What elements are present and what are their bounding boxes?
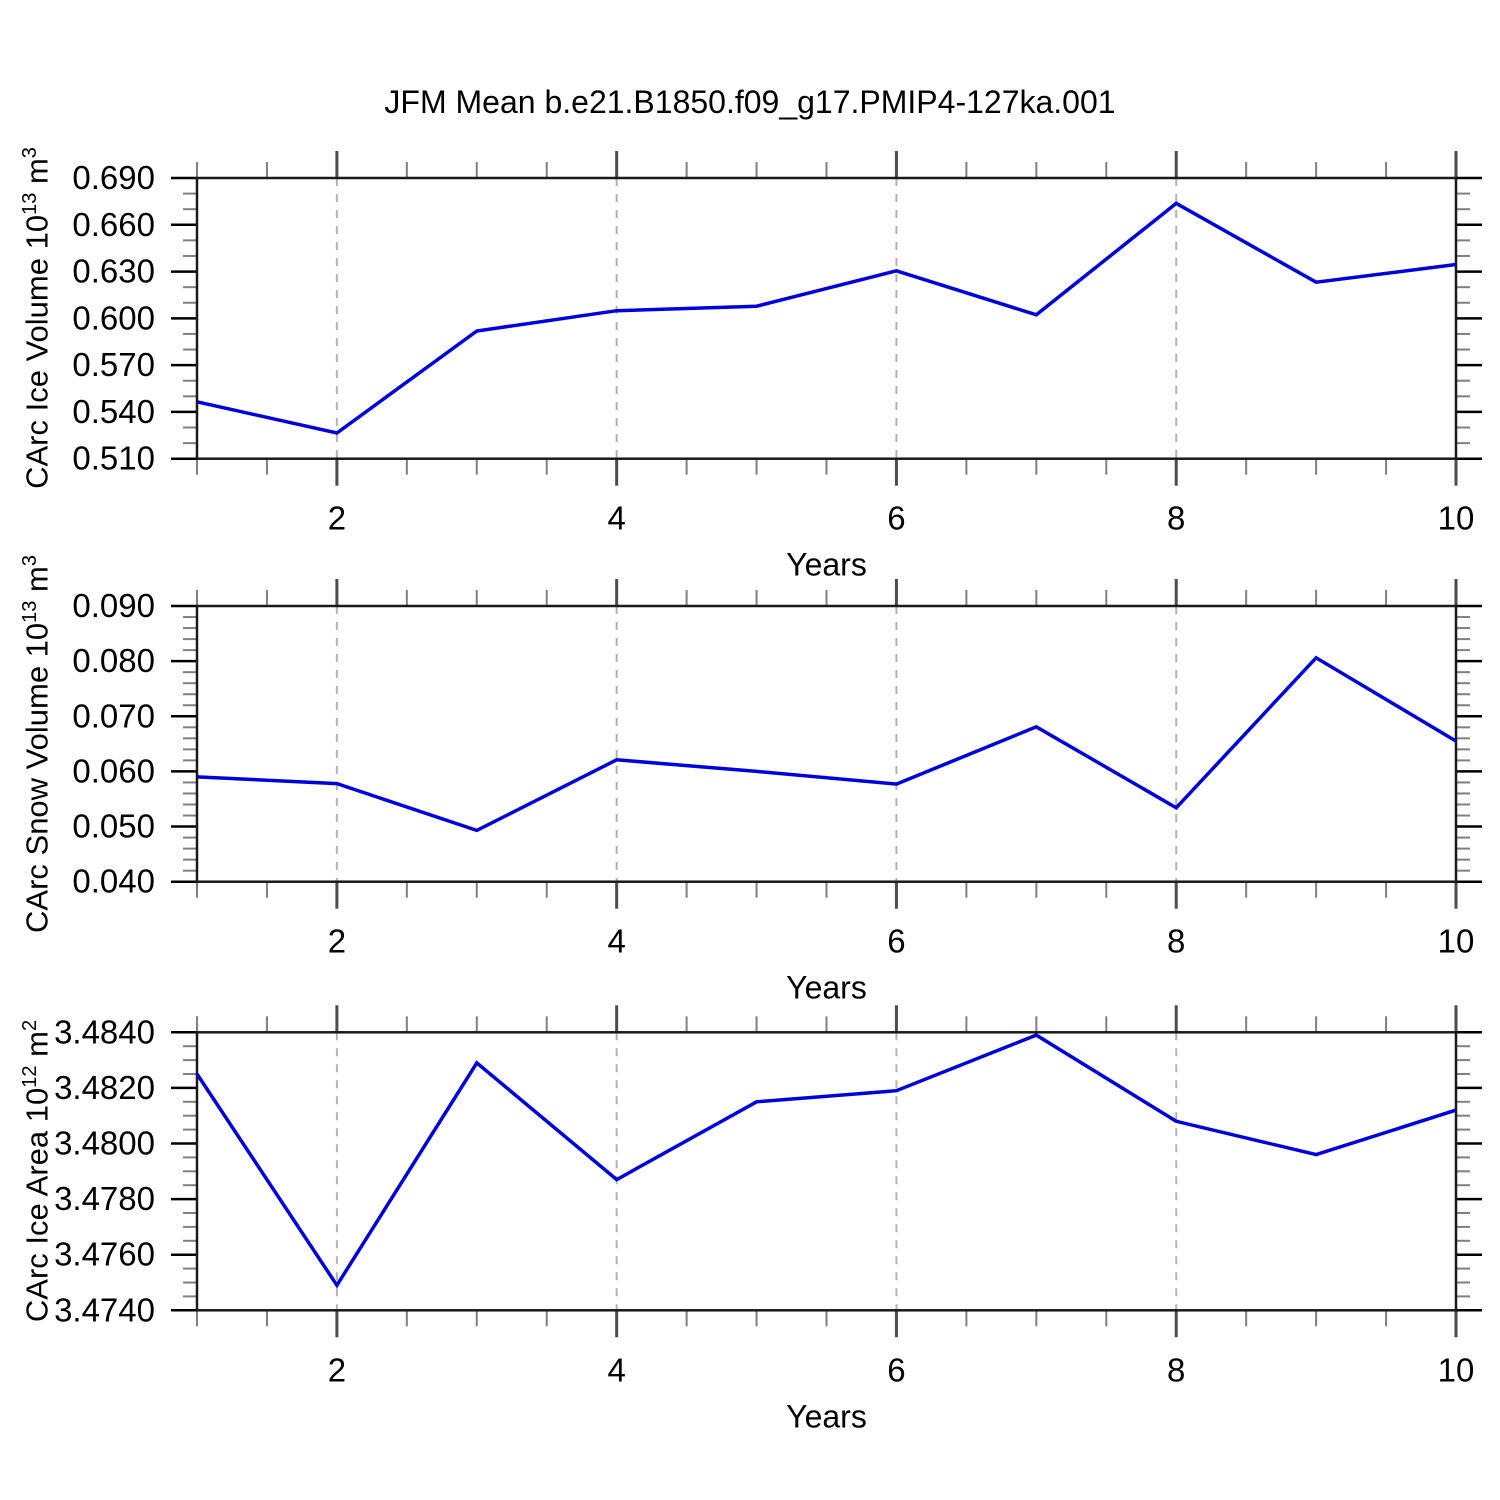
x-axis-label: Years [786,970,867,1006]
y-tick-label: 0.540 [72,393,155,430]
y-tick-label: 3.4760 [54,1236,155,1273]
y-tick-label: 0.690 [72,159,155,196]
y-tick-label: 0.510 [72,440,155,477]
x-tick-label: 8 [1167,923,1185,960]
chart-title: JFM Mean b.e21.B1850.f09_g17.PMIP4-127ka… [384,84,1116,120]
y-tick-label: 3.4780 [54,1180,155,1217]
y-tick-label: 3.4840 [54,1013,155,1050]
x-tick-label: 4 [607,1351,625,1388]
x-tick-label: 10 [1438,1351,1475,1388]
x-tick-label: 6 [887,1351,905,1388]
plot-frame [195,1031,1458,1312]
x-tick-label: 2 [328,1351,346,1388]
y-tick-label: 0.070 [72,697,155,734]
data-line-carc-ice-volume [196,201,1457,435]
x-tick-label: 2 [328,923,346,960]
y-tick-label: 3.4800 [54,1125,155,1162]
y-tick-label: 0.060 [72,752,155,789]
y-tick-label: 0.090 [72,587,155,624]
x-tick-label: 4 [607,923,625,960]
x-tick-label: 8 [1167,1351,1185,1388]
data-line-carc-ice-area [195,1033,1457,1289]
y-tick-label: 0.050 [72,808,155,845]
plot-frame [195,604,1458,883]
y-tick-label: 0.080 [72,642,155,679]
plot-frame [195,176,1458,460]
x-tick-label: 10 [1438,500,1475,537]
y-tick-label: 0.660 [72,206,155,243]
x-tick-label: 6 [887,923,905,960]
y-tick-label: 3.4740 [54,1291,155,1328]
x-tick-label: 4 [607,500,625,537]
x-tick-label: 2 [328,500,346,537]
x-axis-label: Years [786,547,867,583]
x-axis-label: Years [786,1398,867,1434]
y-tick-label: 3.4820 [54,1069,155,1106]
x-tick-label: 6 [887,500,905,537]
x-tick-label: 10 [1438,923,1475,960]
y-tick-label: 0.630 [72,253,155,290]
y-tick-label: 0.040 [72,863,155,900]
data-line-carc-snow-volume [196,655,1457,833]
y-tick-label: 0.600 [72,299,155,336]
y-tick-label: 0.570 [72,346,155,383]
x-tick-label: 8 [1167,500,1185,537]
